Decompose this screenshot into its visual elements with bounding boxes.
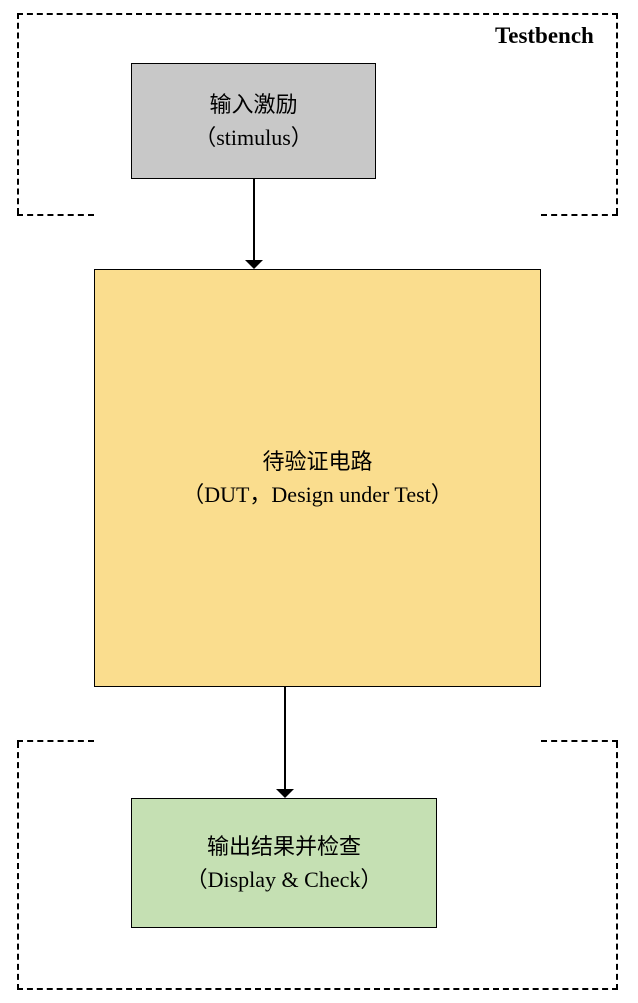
stimulus-label-line1: 输入激励 (209, 88, 297, 121)
arrowhead-stimulus-to-dut (245, 260, 263, 269)
dut-node: 待验证电路 （DUT，Design under Test） (94, 269, 541, 687)
testbench-title: Testbench (495, 23, 594, 49)
display-check-label-line2: （Display & Check） (186, 863, 383, 896)
dashed-seg-left-bottom (17, 740, 94, 742)
arrowhead-dut-to-display (276, 789, 294, 798)
dut-label-line1: 待验证电路 (262, 445, 372, 478)
dashed-seg-left-top (17, 214, 94, 216)
display-check-label-line1: 输出结果并检查 (207, 830, 361, 863)
dashed-seg-right-bottom (541, 740, 618, 742)
arrow-dut-to-display (284, 687, 286, 789)
dashed-seg-right-top (541, 214, 618, 216)
arrow-stimulus-to-dut (253, 179, 255, 260)
diagram-canvas: Testbench 输入激励 （stimulus） 待验证电路 （DUT，Des… (0, 0, 638, 1003)
display-check-node: 输出结果并检查 （Display & Check） (131, 798, 437, 928)
stimulus-node: 输入激励 （stimulus） (131, 63, 376, 179)
stimulus-label-line2: （stimulus） (194, 121, 313, 154)
dut-label-line2: （DUT，Design under Test） (182, 478, 453, 511)
